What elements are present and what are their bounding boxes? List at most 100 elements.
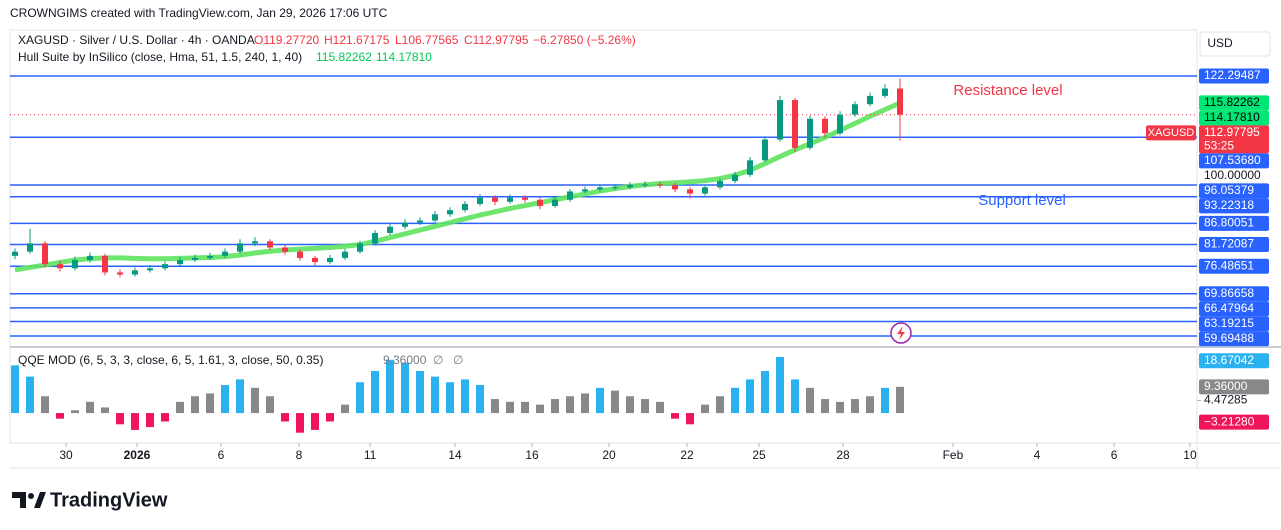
candle-body [42, 243, 48, 265]
histogram-bar [671, 413, 679, 419]
histogram-bar [866, 396, 874, 414]
brand-name: TradingView [50, 489, 168, 511]
candle-body [882, 88, 888, 96]
level-label-bg [1199, 286, 1269, 302]
candle-body [12, 251, 18, 256]
candle-body [162, 264, 168, 269]
qqe-readout: ∅ [433, 353, 443, 367]
annotation: Support level [978, 192, 1066, 209]
candle-body [447, 210, 453, 215]
level-label: 107.53680 [1204, 153, 1261, 167]
candle-body [372, 232, 378, 244]
candle-body [387, 226, 393, 233]
candle-body [807, 118, 813, 148]
candle-body [732, 174, 738, 182]
indicator-label: 115.82262 [1204, 95, 1260, 109]
level-label: 63.19215 [1204, 316, 1254, 330]
level-label: 69.86658 [1204, 286, 1254, 300]
histogram-bar [896, 386, 904, 414]
candle-body [342, 251, 348, 258]
open-readout: O119.27720 [254, 33, 319, 47]
histogram-bar [521, 401, 529, 414]
histogram-bar [746, 379, 754, 414]
close-readout: C112.97795 [464, 33, 529, 47]
level-label-bg [1199, 331, 1269, 347]
indicator-readout: 114.17810 [376, 50, 432, 64]
candle-body [612, 187, 618, 189]
candle-body [57, 264, 63, 269]
candle-body [597, 187, 603, 190]
histogram-bar [311, 413, 319, 430]
x-tick-label: 30 [59, 448, 73, 462]
indicator-label: 114.17810 [1204, 110, 1260, 124]
credit: CROWNGIMS created with TradingView.com, … [10, 6, 388, 20]
candle-body [837, 114, 843, 134]
last-price-label: 112.97795 [1204, 125, 1260, 139]
histogram-bar [476, 385, 484, 414]
level-label: 76.48651 [1204, 258, 1254, 272]
x-tick-label: 8 [296, 448, 303, 462]
candle-body [567, 191, 573, 200]
qqe-label-bg [1199, 379, 1269, 395]
candle-body [657, 184, 663, 186]
histogram-bar [791, 379, 799, 414]
candle-body [552, 199, 558, 206]
histogram-bar [536, 404, 544, 414]
histogram-bar [836, 401, 844, 414]
last-price-label-bg [1199, 125, 1269, 154]
candle-body [642, 184, 648, 186]
histogram-bar [401, 362, 409, 414]
candle-body [522, 197, 528, 200]
candle-body [687, 189, 693, 194]
histogram-bar [386, 359, 394, 414]
annotation: Resistance level [953, 82, 1062, 99]
histogram-bar [551, 399, 559, 414]
histogram-bar [731, 387, 739, 414]
histogram-bar [176, 401, 184, 414]
candle-body [237, 243, 243, 252]
histogram-bar [251, 387, 259, 414]
qqe-label: −3.21280 [1204, 414, 1255, 428]
candle-body [897, 88, 903, 115]
level-label-bg [1199, 153, 1269, 169]
high-readout: H121.67175 [324, 33, 390, 47]
level-label-bg [1199, 68, 1269, 84]
candle-body [462, 203, 468, 211]
candle-body [867, 95, 873, 105]
candle-body [177, 259, 183, 265]
candle-body [792, 100, 798, 148]
histogram-bar [596, 387, 604, 414]
x-tick-label: 25 [752, 448, 766, 462]
x-tick-label: 14 [448, 448, 462, 462]
histogram-bar [326, 413, 334, 422]
candle-body [357, 243, 363, 252]
candle-body [207, 255, 213, 258]
event-icon[interactable] [890, 322, 912, 344]
x-tick-label: 2026 [124, 448, 151, 462]
currency: USD [1207, 36, 1233, 50]
candle-body [432, 214, 438, 221]
candle-body [312, 257, 318, 263]
histogram-bar [341, 404, 349, 414]
candle-body [762, 139, 768, 161]
histogram-bar [236, 379, 244, 414]
histogram-bar [776, 356, 784, 414]
candle-body [132, 270, 138, 275]
histogram-bar [461, 379, 469, 414]
candle-body [702, 187, 708, 194]
histogram-bar [371, 371, 379, 414]
qqe-label: 18.67042 [1204, 353, 1254, 367]
qqe-label: 9.36000 [1204, 379, 1248, 393]
candle-body [852, 104, 858, 115]
level-label: 122.29487 [1204, 68, 1261, 82]
histogram-bar [11, 365, 19, 414]
currency-button[interactable] [1199, 31, 1271, 57]
histogram-bar [611, 390, 619, 414]
level-label-bg [1199, 183, 1269, 199]
histogram-bar [191, 396, 199, 414]
candle-body [147, 268, 153, 271]
histogram-bar [356, 382, 364, 414]
level-label: 81.72087 [1204, 237, 1254, 251]
level-label-bg [1199, 215, 1269, 231]
